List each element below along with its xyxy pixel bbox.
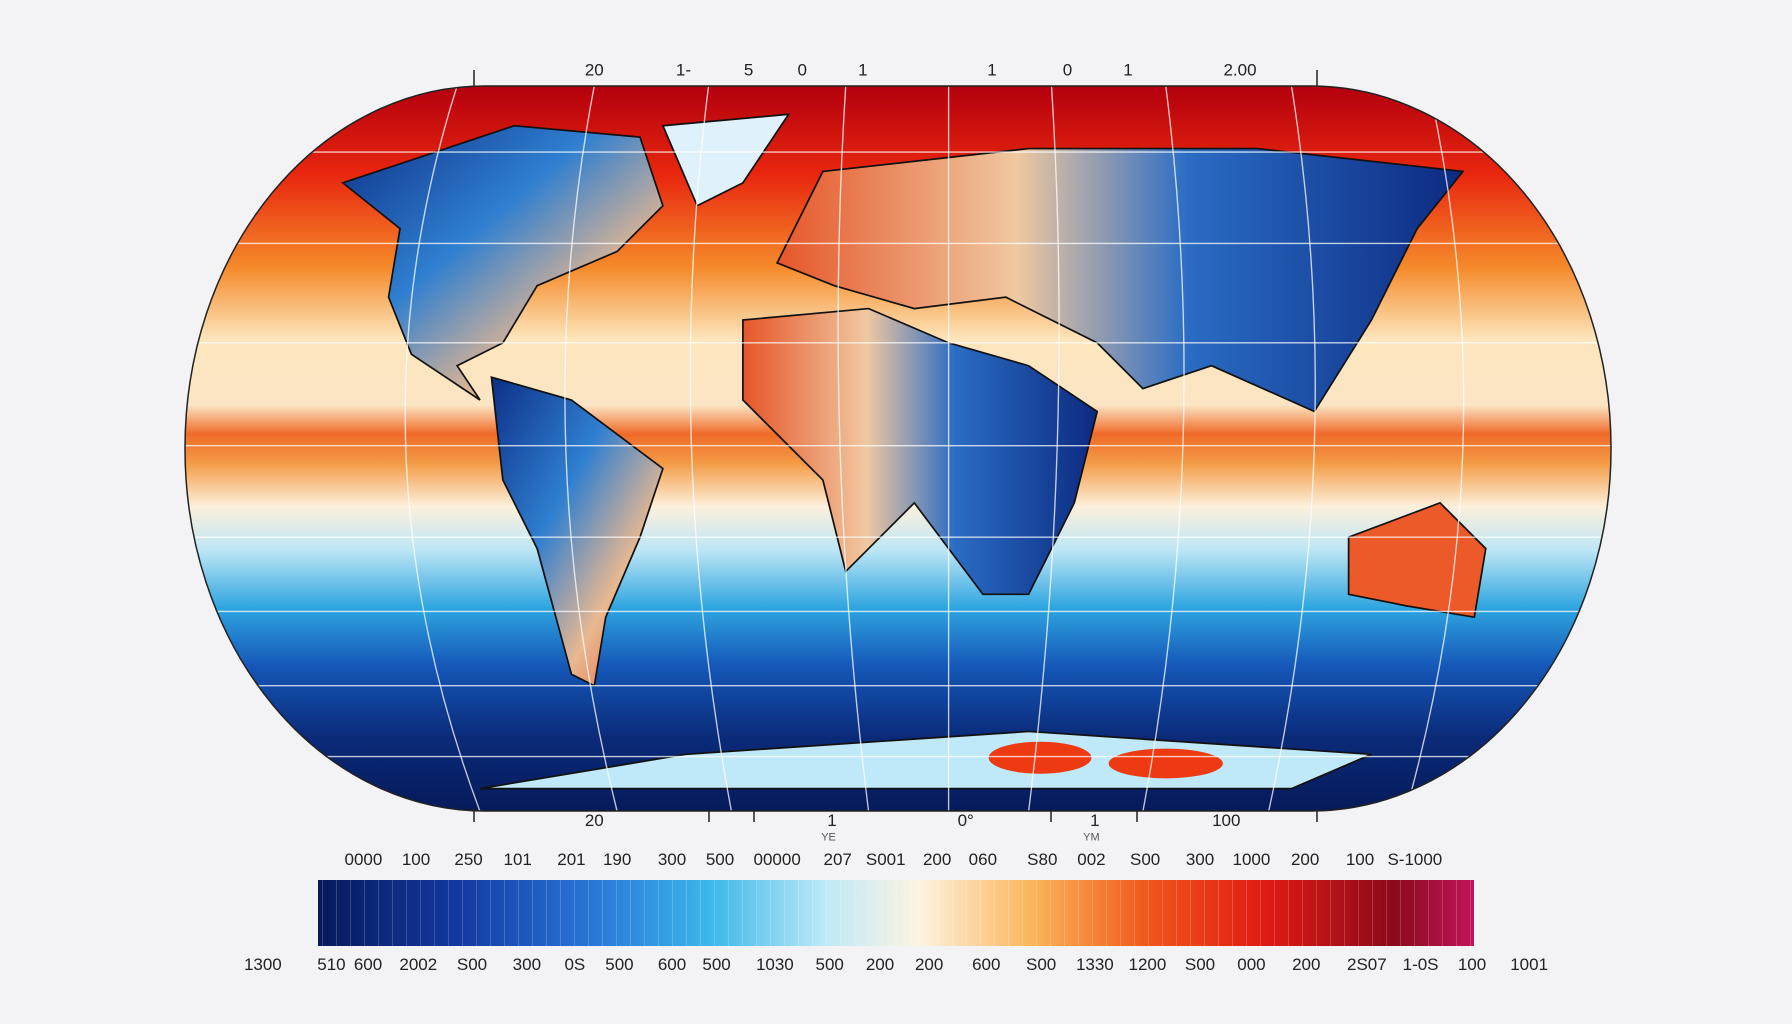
colorbar-bottom-label: 500 (702, 955, 730, 974)
colorbar-bottom-label: 200 (1292, 955, 1320, 974)
colorbar-top-label: S80 (1027, 850, 1057, 869)
colorbar-top-label: 207 (824, 850, 852, 869)
colorbar-top-label: 250 (454, 850, 482, 869)
bottom-axis-label: 1 (1090, 811, 1099, 830)
colorbar-top-label: 00000 (754, 850, 801, 869)
colorbar-top-label: S-1000 (1387, 850, 1442, 869)
colorbar-bottom-label: 000 (1237, 955, 1265, 974)
colorbar-top-label: 100 (1346, 850, 1374, 869)
colorbar-bottom-label: 1330 (1076, 955, 1114, 974)
top-axis-label: 5 (744, 60, 753, 79)
colorbar-top-label: 190 (603, 850, 631, 869)
top-axis-label: 1 (1123, 60, 1132, 79)
colorbar-bottom-label: 1030 (756, 955, 794, 974)
bottom-axis-label: 0° (958, 811, 974, 830)
bottom-axis-label: 100 (1212, 811, 1240, 830)
axis-note: YM (1083, 832, 1100, 844)
colorbar-top-label: 500 (706, 850, 734, 869)
colorbar-top-label: 201 (557, 850, 585, 869)
colorbar-bottom-label: 600 (972, 955, 1000, 974)
colorbar-bottom-label: S00 (1026, 955, 1056, 974)
colorbar-top-label: 060 (969, 850, 997, 869)
top-axis-label: 1 (858, 60, 867, 79)
colorbar-top-label: 200 (923, 850, 951, 869)
colorbar-bottom-label: 500 (605, 955, 633, 974)
colorbar-bottom-label: 100 (1458, 955, 1486, 974)
map-body (185, 86, 1611, 811)
top-axis-label: 1- (676, 60, 691, 79)
bottom-axis-label: 1 (827, 811, 836, 830)
colorbar-bottom-label: 1300 (244, 955, 282, 974)
colorbar-bottom-label: 2002 (399, 955, 437, 974)
colorbar-top-label: 300 (658, 850, 686, 869)
colorbar-bottom-label: 600 (658, 955, 686, 974)
colorbar-bottom-label: S00 (1185, 955, 1215, 974)
colorbar-bands (318, 880, 1474, 946)
axis-note: YE (821, 832, 836, 844)
colorbar-top-label: 200 (1291, 850, 1319, 869)
colorbar-bottom-label: 1001 (1510, 955, 1548, 974)
colorbar-bottom-label: 0S (564, 955, 585, 974)
top-axis-label: 2.00 (1223, 60, 1256, 79)
colorbar-bottom-label: 2S07 (1347, 955, 1387, 974)
bottom-axis-label: 20 (585, 811, 604, 830)
colorbar-bottom-label: 600 (354, 955, 382, 974)
colorbar-top-label: 101 (504, 850, 532, 869)
colorbar-top-label: 1000 (1233, 850, 1271, 869)
top-axis-label: 0 (798, 60, 807, 79)
colorbar-top-label: S00 (1130, 850, 1160, 869)
colorbar-bottom-label: 200 (866, 955, 894, 974)
axis-ticks (473, 70, 1318, 822)
top-axis-label: 20 (585, 60, 604, 79)
colorbar-top-label: 300 (1186, 850, 1214, 869)
colorbar-bottom-label: S00 (457, 955, 487, 974)
colorbar-top-label: 002 (1077, 850, 1105, 869)
colorbar-top-label: S001 (866, 850, 906, 869)
colorbar-bottom-label: 1200 (1129, 955, 1167, 974)
colorbar-bottom-label: 510 (317, 955, 345, 974)
colorbar-bottom-label: 500 (816, 955, 844, 974)
colorbar-bottom-label: 200 (915, 955, 943, 974)
colorbar-bottom-label: 1-0S (1403, 955, 1439, 974)
top-axis-label: 0 (1063, 60, 1072, 79)
colorbar-bottom-label: 300 (513, 955, 541, 974)
top-axis-label: 1 (987, 60, 996, 79)
colorbar-top-label: 100 (402, 850, 430, 869)
map-frame (184, 85, 1612, 812)
colorbar-top-label: 0000 (345, 850, 383, 869)
